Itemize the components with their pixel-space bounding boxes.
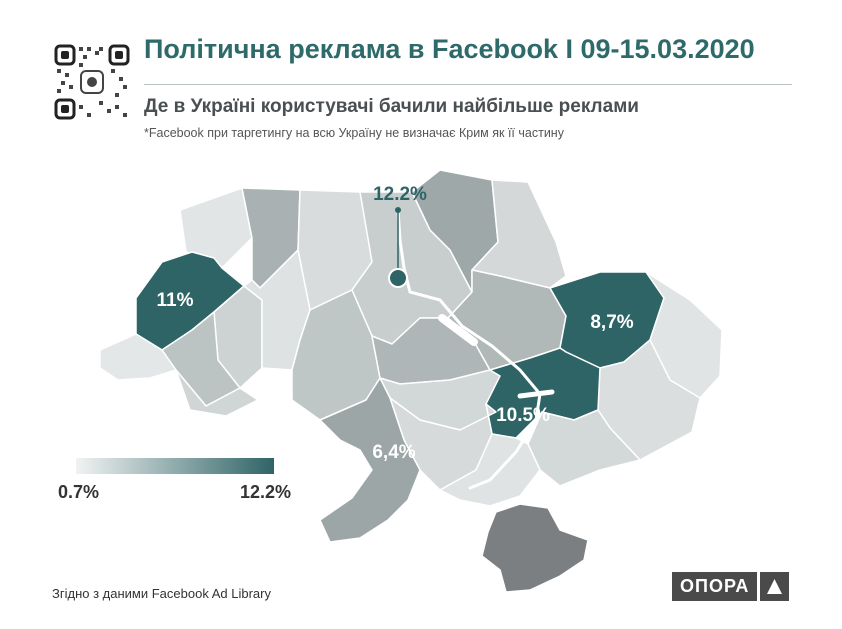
legend-max-label: 12.2%	[240, 482, 292, 502]
opora-logo: ОПОРА	[672, 572, 790, 601]
label-odesa: 6,4%	[372, 442, 415, 463]
map-regions	[99, 169, 723, 593]
label-kharkiv: 8,7%	[590, 312, 633, 333]
dnipro-river	[396, 208, 555, 490]
footnote: *Facebook при таргетингу на всю Україну …	[144, 126, 564, 140]
region-odesa	[319, 377, 421, 543]
label-lviv: 11%	[157, 290, 194, 311]
kyiv-marker	[388, 268, 408, 288]
triangle-up-icon	[760, 572, 790, 601]
page-title: Політична реклама в Facebook I 09-15.03.…	[144, 34, 755, 64]
source-note: Згідно з даними Facebook Ad Library	[52, 586, 271, 601]
title-divider	[144, 84, 792, 85]
logo-text: ОПОРА	[672, 572, 758, 601]
page-subtitle: Де в Україні користувачі бачили найбільш…	[144, 96, 639, 117]
region-zakarpattia	[99, 333, 177, 381]
label-dnipro: 10.5%	[496, 405, 550, 426]
qr-code-icon	[52, 42, 132, 122]
region-crimea	[481, 503, 589, 593]
kyiv-pointer-dot	[395, 207, 401, 213]
region-chernivtsi	[175, 369, 259, 417]
legend-gradient-bar	[76, 458, 274, 474]
label-kyiv: 12.2%	[373, 184, 427, 205]
legend-min-label: 0.7%	[58, 482, 100, 502]
